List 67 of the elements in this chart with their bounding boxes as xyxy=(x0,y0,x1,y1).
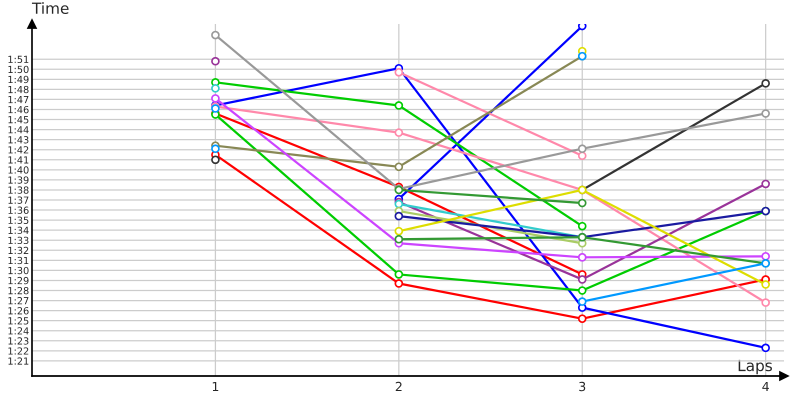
point xyxy=(761,252,770,261)
y-tick-label: 1:21 xyxy=(8,357,28,365)
y-axis-title: Time xyxy=(32,2,69,14)
point xyxy=(394,162,404,172)
point xyxy=(211,94,220,103)
y-tick-label: 1:33 xyxy=(8,236,28,244)
point xyxy=(578,286,587,295)
y-tick-label: 1:27 xyxy=(8,297,28,304)
y-tick-label: 1:45 xyxy=(8,116,28,124)
y-tick-label: 1:29 xyxy=(8,276,29,284)
y-tick-label: 1:42 xyxy=(8,146,28,154)
y-tick-label: 1:35 xyxy=(8,216,28,224)
y-tick-label: 1:37 xyxy=(8,196,28,204)
point xyxy=(578,314,587,323)
y-tick-label: 1:49 xyxy=(8,76,29,84)
y-tick-label: 1:40 xyxy=(8,166,29,174)
y-tick-label: 1:41 xyxy=(8,156,28,164)
point xyxy=(761,109,770,118)
point xyxy=(394,101,404,110)
y-tick-label: 1:47 xyxy=(8,96,28,104)
point xyxy=(578,275,587,284)
y-tick-label: 1:38 xyxy=(8,186,29,194)
point xyxy=(211,30,220,40)
y-tick-label: 1:46 xyxy=(8,106,29,114)
point xyxy=(211,56,220,66)
point xyxy=(394,68,404,77)
point xyxy=(394,128,404,137)
y-tick-label: 1:25 xyxy=(8,317,28,325)
y-tick-label: 1:31 xyxy=(8,256,28,264)
point xyxy=(761,298,770,307)
point xyxy=(761,280,770,289)
y-tick-label: 1:50 xyxy=(8,66,29,74)
x-tick-label: 4 xyxy=(762,382,769,392)
point xyxy=(578,222,587,230)
point xyxy=(578,151,587,160)
y-tick-label: 1:24 xyxy=(8,327,29,334)
point xyxy=(578,198,587,208)
point xyxy=(578,144,587,154)
x-tick-label: 1 xyxy=(212,382,218,392)
point xyxy=(211,144,220,154)
y-tick-label: 1:48 xyxy=(8,86,29,94)
point xyxy=(394,270,404,279)
y-tick-label: 1:44 xyxy=(8,126,29,134)
y-tick-label: 1:43 xyxy=(8,136,28,144)
point xyxy=(211,155,220,164)
y-tick-label: 1:23 xyxy=(8,337,28,345)
x-tick-label: 2 xyxy=(396,382,402,392)
x-tick-label: 3 xyxy=(579,382,586,392)
point xyxy=(761,79,770,88)
x-axis-title: Laps xyxy=(738,360,772,374)
point xyxy=(211,84,220,93)
y-tick-label: 1:32 xyxy=(8,246,28,254)
point xyxy=(394,212,404,220)
point xyxy=(394,226,404,236)
y-tick-label: 1:36 xyxy=(8,206,29,214)
y-tick-label: 1:39 xyxy=(8,176,29,184)
point xyxy=(761,180,770,188)
y-tick-label: 1:51 xyxy=(8,56,28,64)
point xyxy=(578,297,587,306)
y-tick-label: 1:34 xyxy=(8,226,29,234)
y-tick-label: 1:22 xyxy=(8,347,28,355)
y-tick-label: 1:28 xyxy=(8,286,29,294)
point xyxy=(394,234,404,244)
point xyxy=(394,279,404,288)
y-tick-label: 1:30 xyxy=(8,266,29,274)
point xyxy=(761,344,770,352)
y-tick-label: 1:26 xyxy=(8,307,29,314)
